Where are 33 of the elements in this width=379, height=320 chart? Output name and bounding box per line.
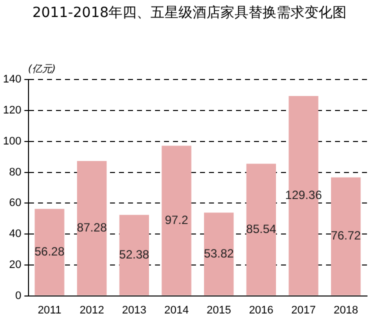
x-tick-label: 2015	[206, 304, 232, 316]
y-tick-label: 100	[2, 135, 22, 148]
y-tick-label: 60	[9, 197, 22, 210]
x-tick-label: 2011	[38, 304, 62, 316]
data-label: 56.28	[34, 244, 65, 258]
bar	[246, 164, 276, 296]
y-tick-label: 20	[9, 258, 22, 271]
y-tick-label: 40	[9, 228, 22, 240]
y-tick-label: 0	[15, 290, 22, 302]
x-tick-label: 2017	[291, 304, 316, 316]
data-label: 85.54	[246, 222, 277, 236]
x-tick-label: 2016	[248, 304, 274, 316]
data-label: 129.36	[285, 188, 322, 202]
x-tick-label: 2013	[122, 304, 146, 316]
y-tick-label: 120	[2, 104, 22, 117]
bar	[331, 177, 361, 296]
bar	[204, 212, 234, 296]
x-tick-label: 2018	[334, 304, 358, 316]
data-label: 87.28	[76, 220, 108, 234]
chart-title: 2011-2018年四、五星级酒店家具替换需求变化图	[31, 4, 348, 22]
y-tick-label: 80	[9, 166, 22, 178]
bar	[119, 214, 149, 296]
bar	[162, 146, 192, 296]
bar	[77, 161, 107, 296]
data-label: 76.72	[330, 228, 362, 243]
y-axis-title: (亿元)	[28, 63, 56, 76]
data-label: 53.82	[204, 246, 234, 260]
x-tick-label: 2012	[80, 304, 104, 316]
data-label: 97.2	[164, 212, 189, 227]
x-tick-label: 2014	[164, 304, 189, 316]
bar	[34, 208, 64, 296]
data-label: 52.38	[119, 247, 150, 262]
y-tick-label: 140	[2, 74, 22, 86]
